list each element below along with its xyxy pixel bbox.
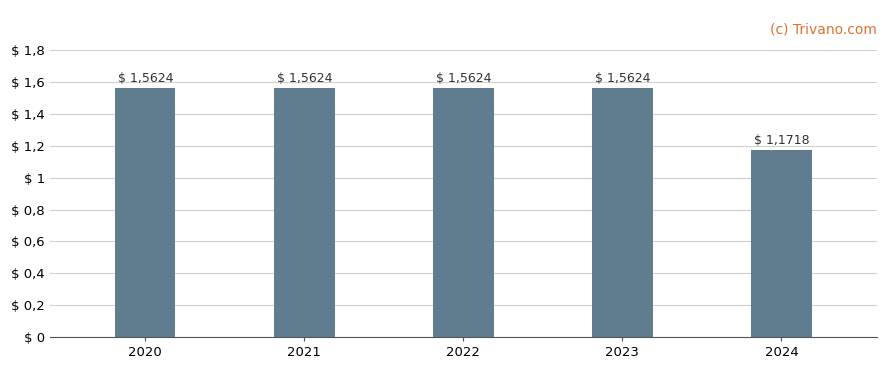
Bar (433, 88, 494, 337)
Bar (115, 88, 176, 337)
Bar (592, 88, 653, 337)
Text: $ 1,5624: $ 1,5624 (595, 72, 650, 85)
Bar (274, 88, 335, 337)
Bar (751, 151, 812, 337)
Text: (c) Trivano.com: (c) Trivano.com (770, 22, 876, 36)
Text: $ 1,5624: $ 1,5624 (276, 72, 332, 85)
Text: $ 1,1718: $ 1,1718 (754, 134, 809, 147)
Text: $ 1,5624: $ 1,5624 (117, 72, 173, 85)
Text: $ 1,5624: $ 1,5624 (436, 72, 491, 85)
